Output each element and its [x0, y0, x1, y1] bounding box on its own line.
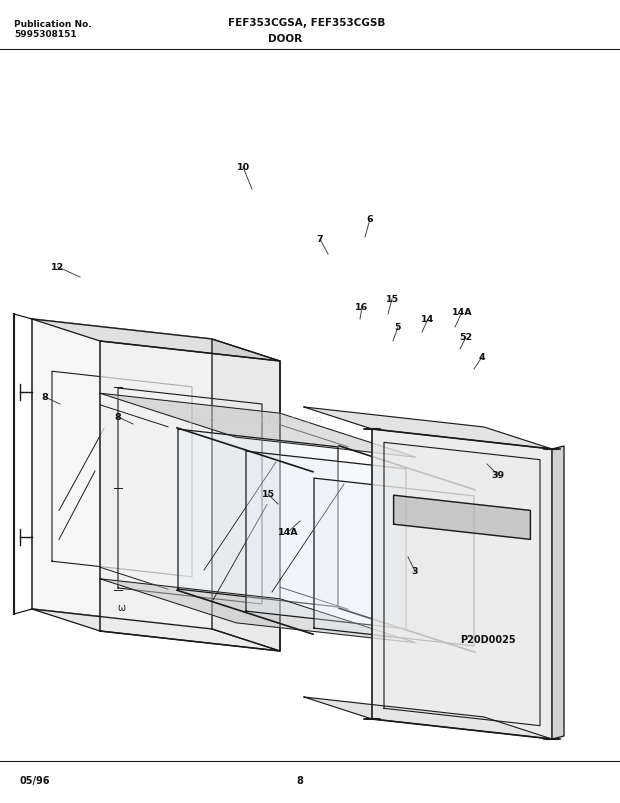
Text: 5: 5 [395, 323, 401, 332]
Polygon shape [314, 479, 474, 646]
Text: FEF353CGSA, FEF353CGSB: FEF353CGSA, FEF353CGSB [228, 18, 386, 28]
Text: 14A: 14A [278, 528, 298, 537]
Text: 16: 16 [355, 303, 369, 312]
Text: 8: 8 [296, 775, 303, 785]
Polygon shape [372, 430, 552, 739]
Text: 14: 14 [422, 315, 435, 324]
Text: DOOR: DOOR [268, 34, 302, 44]
Text: 6: 6 [366, 215, 373, 224]
Polygon shape [394, 495, 530, 540]
Text: 15: 15 [262, 490, 275, 499]
Polygon shape [246, 451, 406, 629]
Text: 39: 39 [492, 471, 505, 480]
Polygon shape [178, 430, 338, 607]
Text: 10: 10 [236, 163, 250, 173]
Polygon shape [32, 609, 280, 651]
Text: 8: 8 [115, 413, 122, 422]
Polygon shape [32, 320, 212, 630]
Text: 52: 52 [459, 333, 472, 342]
Text: 5995308151: 5995308151 [14, 30, 77, 39]
Text: 05/96: 05/96 [20, 775, 50, 785]
Polygon shape [32, 320, 280, 361]
Text: 14A: 14A [452, 308, 472, 317]
Text: 15: 15 [386, 296, 399, 304]
Text: 7: 7 [317, 235, 323, 244]
Text: 4: 4 [479, 353, 485, 362]
Text: P20D0025: P20D0025 [460, 634, 516, 644]
Text: 12: 12 [51, 263, 64, 272]
Polygon shape [100, 341, 280, 651]
Text: 3: 3 [412, 567, 418, 576]
Polygon shape [552, 446, 564, 739]
Text: 8: 8 [42, 393, 48, 402]
Polygon shape [304, 697, 552, 739]
Polygon shape [100, 579, 416, 643]
Polygon shape [304, 407, 552, 450]
Polygon shape [212, 340, 280, 651]
Text: ω: ω [118, 602, 126, 612]
Text: Publication No.: Publication No. [14, 20, 92, 29]
Text: eReplacementParts.com: eReplacementParts.com [187, 414, 323, 425]
Polygon shape [100, 393, 416, 458]
